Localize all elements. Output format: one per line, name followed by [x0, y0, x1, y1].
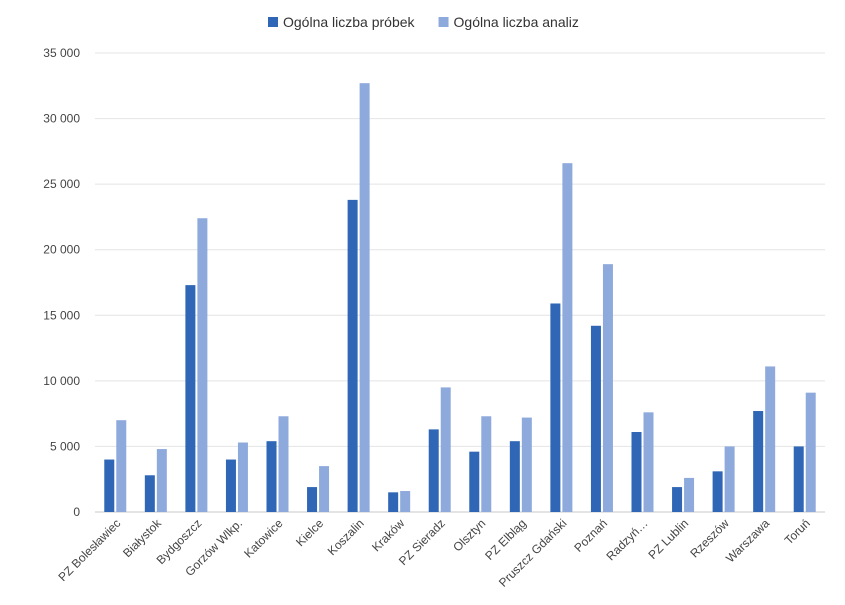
x-tick-label: PZ Bolesławiec — [55, 516, 123, 584]
bar-samples — [753, 411, 764, 512]
bar-analyses — [319, 466, 330, 512]
x-tick-label: Kielce — [293, 516, 326, 549]
bar-analyses — [643, 412, 654, 512]
x-tick-label: Radzyń… — [603, 516, 650, 563]
bar-samples — [307, 487, 318, 512]
bar-analyses — [805, 392, 816, 512]
bar-analyses — [197, 218, 208, 513]
y-tick-label: 5 000 — [50, 439, 80, 453]
bar-analyses — [724, 446, 735, 512]
bar-samples — [428, 429, 439, 512]
bar-samples — [388, 492, 399, 512]
bar-analyses — [562, 163, 573, 512]
bar-samples — [712, 471, 723, 512]
bar-samples — [469, 451, 480, 512]
legend-label: Ogólna liczba analiz — [454, 14, 579, 30]
bar-analyses — [684, 477, 695, 512]
bar-analyses — [440, 387, 451, 512]
legend-swatch — [438, 17, 449, 27]
legend-swatch — [268, 17, 278, 27]
gridlines — [95, 52, 825, 513]
bar-samples — [144, 475, 155, 512]
bar-analyses — [521, 417, 532, 512]
y-tick-label: 20 000 — [43, 243, 80, 257]
bar-samples — [347, 199, 358, 512]
y-axis: 0 5 000 10 000 15 000 20 000 25 000 30 000 35 0… — [43, 46, 80, 519]
bar-analyses — [237, 442, 248, 512]
bar-samples — [590, 325, 601, 512]
x-tick-label: Toruń — [782, 516, 813, 547]
y-tick-label: 15 000 — [43, 308, 80, 322]
y-tick-label: 10 000 — [43, 374, 80, 388]
bars — [104, 83, 816, 513]
bar-samples — [550, 303, 561, 512]
x-tick-label: PZ Lublin — [645, 516, 691, 562]
bar-analyses — [359, 83, 370, 513]
bar-analyses — [481, 416, 492, 512]
bar-analyses — [156, 449, 167, 512]
bar-samples — [509, 441, 520, 512]
bar-analyses — [278, 416, 289, 512]
bar-samples — [225, 459, 236, 512]
y-tick-label: 35 000 — [43, 46, 80, 60]
bar-samples — [104, 459, 115, 512]
x-tick-label: Poznań — [571, 516, 610, 555]
bar-samples — [631, 432, 642, 512]
x-tick-label: Warszawa — [723, 516, 772, 565]
x-tick-label: Katowice — [241, 516, 286, 561]
bar-analyses — [116, 420, 127, 512]
bar-samples — [185, 285, 196, 512]
y-tick-label: 0 — [73, 505, 80, 519]
y-tick-label: 30 000 — [43, 112, 80, 126]
bar-analyses — [602, 264, 613, 512]
legend: Ogólna liczba próbek Ogólna liczba analiz — [268, 14, 579, 30]
x-tick-label: Olsztyn — [450, 516, 488, 554]
x-tick-label: Koszalin — [325, 516, 367, 558]
bar-samples — [672, 487, 683, 512]
bar-samples — [793, 446, 804, 512]
x-tick-label: Kraków — [369, 516, 407, 554]
legend-label: Ogólna liczba próbek — [283, 14, 416, 30]
bar-samples — [266, 441, 277, 512]
y-tick-label: 25 000 — [43, 177, 80, 191]
bar-analyses — [765, 366, 776, 512]
bar-analyses — [400, 491, 411, 512]
